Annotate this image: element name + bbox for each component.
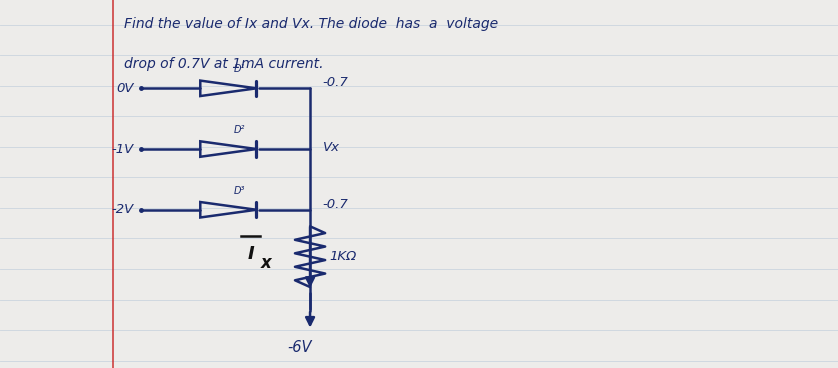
Text: Vx: Vx: [323, 141, 339, 154]
Text: D³: D³: [234, 186, 246, 196]
Text: x: x: [261, 254, 271, 272]
Text: 1KΩ: 1KΩ: [329, 250, 357, 263]
Text: 0V: 0V: [116, 82, 134, 95]
Text: drop of 0.7V at 1mA current.: drop of 0.7V at 1mA current.: [124, 57, 323, 71]
Text: D²: D²: [234, 125, 246, 135]
Text: I: I: [248, 245, 255, 263]
Text: -2V: -2V: [111, 203, 134, 216]
Text: D¹: D¹: [234, 64, 246, 74]
Text: -0.7: -0.7: [323, 198, 349, 211]
Text: -1V: -1V: [111, 142, 134, 156]
Text: Find the value of Ix and Vx. The diode  has  a  voltage: Find the value of Ix and Vx. The diode h…: [124, 17, 498, 31]
Text: -6V: -6V: [287, 340, 313, 355]
Text: -0.7: -0.7: [323, 76, 349, 89]
